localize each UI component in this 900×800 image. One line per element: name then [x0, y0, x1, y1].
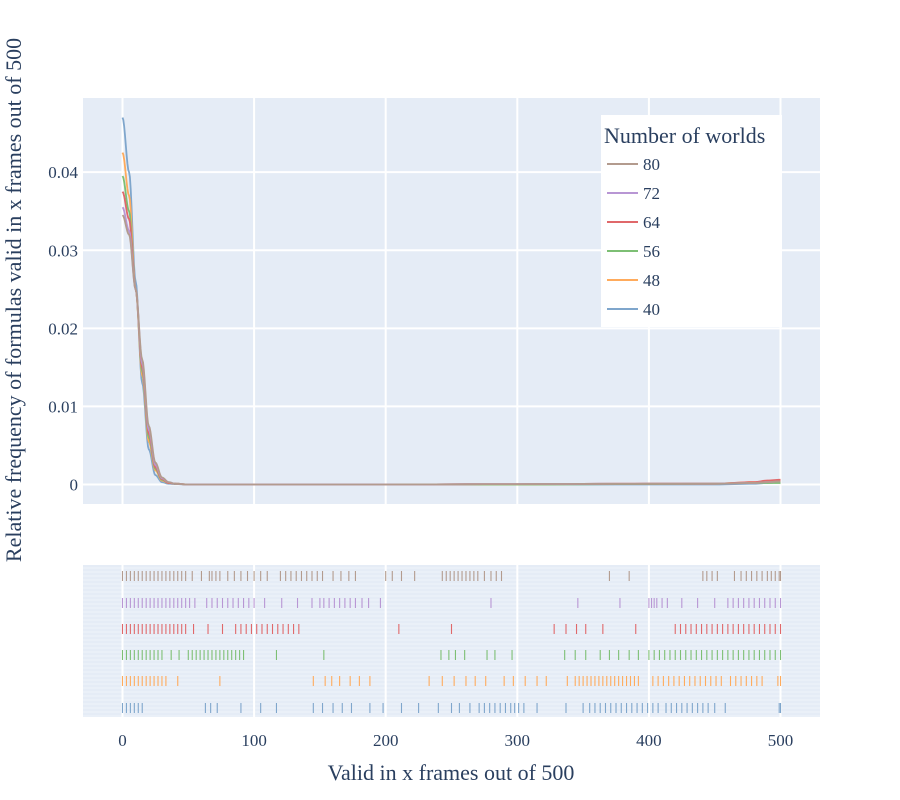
x-tick-label: 400 — [636, 731, 662, 750]
y-tick-label: 0.01 — [48, 397, 78, 416]
x-tick-label: 300 — [505, 731, 531, 750]
legend-label-48: 48 — [643, 271, 660, 290]
y-tick-label: 0 — [70, 475, 79, 494]
legend-items: 80 72 64 56 48 40 — [607, 155, 661, 319]
x-axis-title: Valid in x frames out of 500 — [328, 760, 575, 785]
legend-label-64: 64 — [643, 213, 661, 232]
kde-line-80 — [121, 214, 781, 486]
y-tick-labels: 0 0.01 0.02 0.03 0.04 — [48, 163, 78, 494]
y-tick-label: 0.03 — [48, 241, 78, 260]
legend-label-40: 40 — [643, 300, 660, 319]
legend-title: Number of worlds — [604, 123, 765, 148]
x-tick-labels: 0 100 200 300 400 500 — [118, 731, 793, 750]
x-tick-label: 0 — [118, 731, 127, 750]
legend: Number of worlds 80 72 64 56 48 40 — [601, 115, 782, 327]
y-tick-label: 0.04 — [48, 163, 78, 182]
legend-label-72: 72 — [643, 184, 660, 203]
y-tick-label: 0.02 — [48, 319, 78, 338]
rug-lane-lines — [83, 567, 820, 717]
kde-series-lines — [121, 117, 781, 486]
x-tick-label: 100 — [241, 731, 267, 750]
rug-marks — [121, 571, 782, 713]
x-tick-label: 200 — [373, 731, 399, 750]
y-axis-title: Relative frequency of formulas valid in … — [1, 38, 26, 562]
x-tick-label: 500 — [768, 731, 794, 750]
legend-label-80: 80 — [643, 155, 660, 174]
legend-label-56: 56 — [643, 242, 660, 261]
